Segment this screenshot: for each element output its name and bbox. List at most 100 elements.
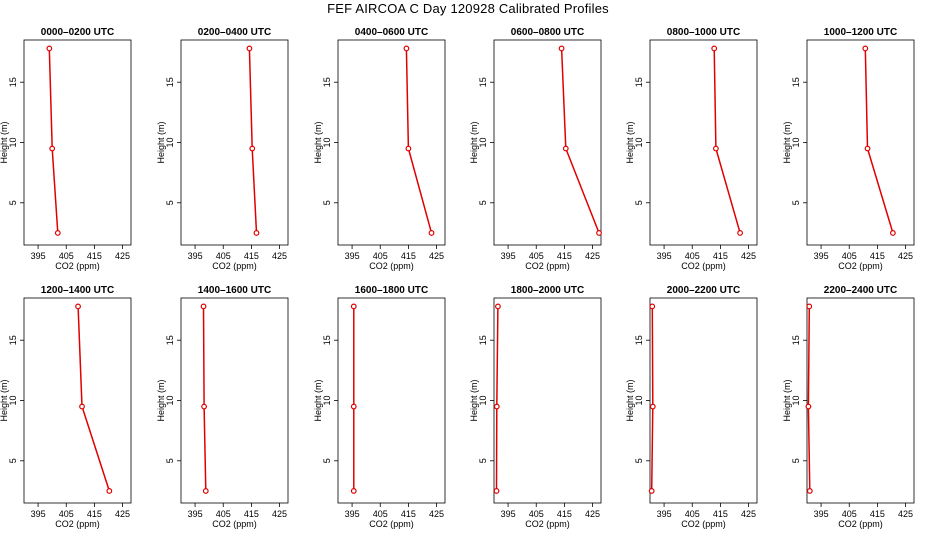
panel-5-y-axis-label: Height (m) [625,121,635,163]
panel-6-profile-line [864,48,894,234]
panel-7-data-point [79,403,85,410]
panel-11-y-tick-label: 10 [634,395,644,405]
panel-2-frame [180,39,289,246]
panel-3-y-tick-label: 5 [322,200,332,205]
panel-2-y-tick-label: 5 [165,200,175,205]
panel-2-profile-line [248,48,258,233]
panel-8-x-tick-label: 395 [188,509,203,519]
panel-8-y-tick-label: 5 [165,458,175,463]
panel-4-profile-line [560,48,600,234]
panel-6-y-tick-label: 5 [791,200,801,205]
panel-6-frame [806,39,915,246]
panel-11-frame [649,297,758,504]
panel-3-profile-line [405,48,433,234]
panel-5-frame [649,39,758,246]
panel-9-x-tick-label: 425 [429,509,444,519]
panel-7-x-tick-label: 395 [31,509,46,519]
panel-10-profile-line [495,306,499,491]
panel-4-title: 0600–0800 UTC [511,27,584,38]
panel-7-profile-line [77,306,111,492]
panel-8-title: 1400–1600 UTC [198,285,271,296]
panel-1-y-tick-label: 10 [8,137,18,147]
panel-10-data-point [493,488,500,494]
panel-11-x-tick-label: 395 [657,509,672,519]
panel-6-y-tick-label: 10 [791,137,801,147]
panel-8-profile-line [202,306,207,491]
panel-2-y-tick-label: 10 [165,137,175,147]
panel-5-title: 0800–1000 UTC [667,27,740,38]
panel-12-title: 2200–2400 UTC [824,285,897,296]
panel-1-x-tick-label: 415 [87,251,102,261]
panel-12-frame [806,297,915,504]
panel-11-profile-line [650,306,654,491]
panel-7-x-axis-label: CO2 (ppm) [55,519,100,529]
panel-12-x-tick-label: 425 [898,509,913,519]
panel-11-data-point [649,303,656,310]
panel-8-x-tick-label: 405 [216,509,231,519]
panel-10-x-axis-label: CO2 (ppm) [525,519,570,529]
panel-5-x-tick-label: 415 [713,251,728,261]
panel-8-x-tick-label: 425 [272,509,287,519]
panel-7-y-tick-label: 5 [8,458,18,463]
panel-10-x-tick-label: 405 [529,509,544,519]
panel-9-x-tick-label: 395 [345,509,360,519]
panel-3-x-tick-label: 415 [401,251,416,261]
figure-title: FEF AIRCOA C Day 120928 Calibrated Profi… [327,1,609,16]
panel-12-x-tick-label: 405 [842,509,857,519]
panel-7-y-tick-label: 10 [8,395,18,405]
panel-8-y-tick-label: 10 [165,395,175,405]
panel-3-x-axis-label: CO2 (ppm) [369,261,414,271]
panel-1-y-axis-label: Height (m) [0,121,9,163]
panel-7-frame [23,297,132,504]
panel-5-x-tick-label: 395 [657,251,672,261]
panel-6-x-axis-label: CO2 (ppm) [838,261,883,271]
panel-9-data-point [350,488,357,494]
panel-5-y-tick-label: 15 [634,77,644,87]
panel-6-x-tick-label: 395 [814,251,829,261]
panel-1-y-tick-label: 15 [8,77,18,87]
panel-5-data-point [711,45,718,52]
panel-11-data-point [648,488,655,494]
panel-4-data-point [562,145,569,152]
panel-11-x-tick-label: 405 [685,509,700,519]
panel-12-y-tick-label: 10 [791,395,801,405]
panel-4-x-tick-label: 395 [501,251,516,261]
panel-5-y-tick-label: 10 [634,137,644,147]
panel-4-frame [493,39,602,246]
panel-6-x-tick-label: 425 [898,251,913,261]
panel-11-title: 2000–2200 UTC [667,285,740,296]
panel-10-y-tick-label: 5 [478,458,488,463]
panel-4-data-point [596,230,602,236]
panel-2-x-tick-label: 395 [188,251,203,261]
panel-9-y-tick-label: 10 [322,395,332,405]
panel-7-data-point [75,303,81,310]
panel-12-x-tick-label: 395 [814,509,829,519]
panel-5-x-axis-label: CO2 (ppm) [681,261,726,271]
panel-12-y-axis-label: Height (m) [782,379,792,421]
panel-1-title: 0000–0200 UTC [41,27,114,38]
panel-8-y-tick-label: 15 [165,335,175,345]
panel-3-y-tick-label: 10 [322,137,332,147]
panel-3-data-point [403,45,410,52]
panel-3-frame [337,39,446,246]
panel-9-x-tick-label: 415 [401,509,416,519]
panel-12-data-point [806,303,813,310]
panel-9-y-tick-label: 15 [322,335,332,345]
panel-11-y-tick-label: 15 [634,335,644,345]
panel-11-x-tick-label: 415 [713,509,728,519]
panel-9-title: 1600–1800 UTC [355,285,428,296]
panel-4-x-tick-label: 425 [585,251,600,261]
panel-3-data-point [405,145,412,152]
panel-3-x-tick-label: 395 [345,251,360,261]
panel-10-frame [493,297,602,504]
panel-9-x-axis-label: CO2 (ppm) [369,519,414,529]
panel-12-profile-line [807,306,811,491]
panel-1-x-tick-label: 425 [115,251,130,261]
panel-3-y-axis-label: Height (m) [313,121,323,163]
panel-9-data-point [350,303,357,310]
panel-2-data-point [249,145,256,152]
panel-10-title: 1800–2000 UTC [511,285,584,296]
panel-5-x-tick-label: 405 [685,251,700,261]
panel-7-x-tick-label: 405 [59,509,74,519]
